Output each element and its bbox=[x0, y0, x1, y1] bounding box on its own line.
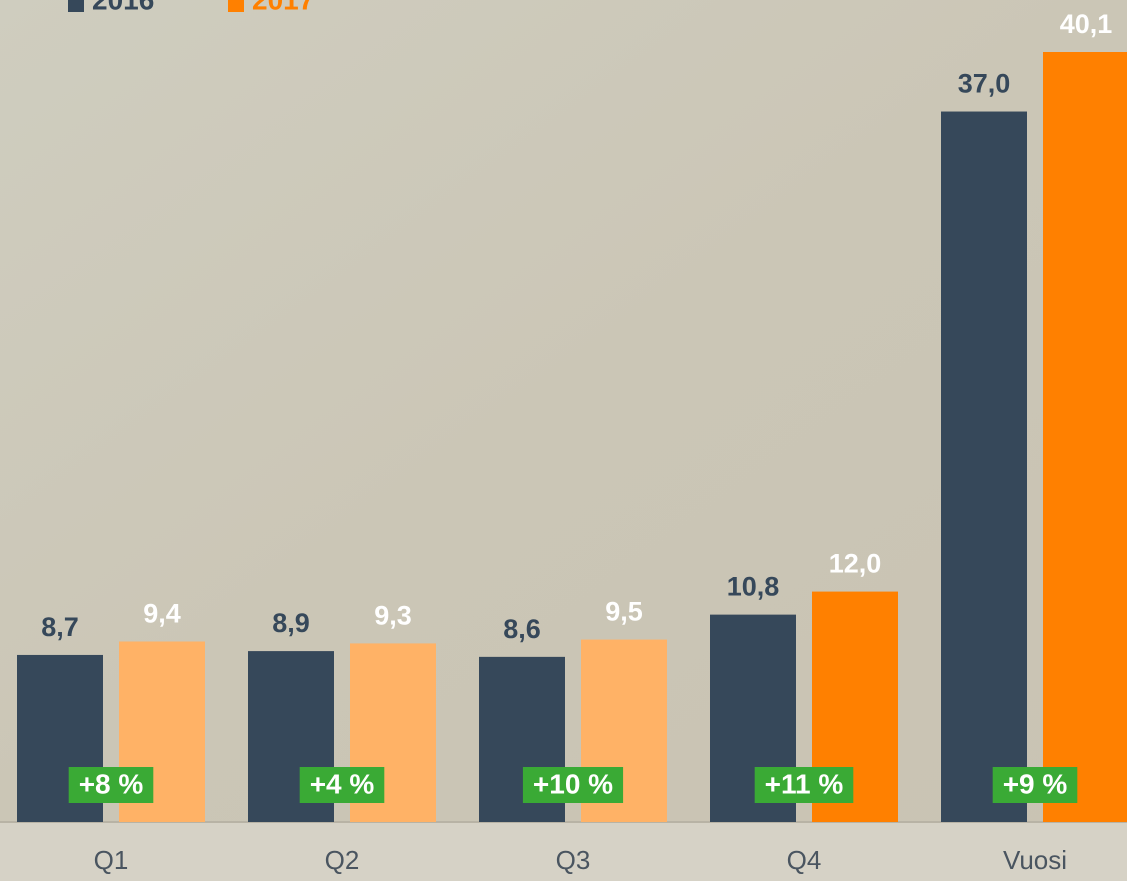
growth-badge bbox=[992, 767, 1078, 803]
x-tick-label: Q2 bbox=[325, 845, 360, 875]
growth-badge bbox=[522, 767, 624, 803]
x-tick-label: Q1 bbox=[94, 845, 129, 875]
bar bbox=[941, 111, 1027, 822]
x-tick-label: Q4 bbox=[787, 845, 822, 875]
value-label: 9,5 bbox=[605, 597, 643, 627]
x-tick-label: Q3 bbox=[556, 845, 591, 875]
growth-badge bbox=[299, 767, 385, 803]
axis-band bbox=[0, 822, 1127, 881]
value-label: 9,4 bbox=[143, 599, 181, 629]
legend-swatch bbox=[68, 0, 84, 12]
legend-swatch bbox=[228, 0, 244, 12]
growth-label: +8 % bbox=[79, 768, 144, 799]
value-label: 9,3 bbox=[374, 601, 412, 631]
value-label: 8,9 bbox=[272, 608, 310, 638]
bar bbox=[1043, 52, 1127, 822]
growth-badge bbox=[754, 767, 854, 803]
growth-label: +4 % bbox=[310, 768, 375, 799]
value-label: 10,8 bbox=[727, 572, 780, 602]
growth-label: +11 % bbox=[765, 768, 844, 799]
growth-label: +9 % bbox=[1003, 768, 1068, 799]
growth-badge bbox=[68, 767, 154, 803]
value-label: 12,0 bbox=[829, 549, 882, 579]
value-label: 40,1 bbox=[1060, 9, 1113, 39]
value-label: 37,0 bbox=[958, 69, 1011, 99]
growth-label: +10 % bbox=[533, 768, 613, 799]
value-label: 8,7 bbox=[41, 612, 79, 642]
legend-label: 2016 bbox=[92, 0, 154, 15]
legend-label: 2017 bbox=[252, 0, 314, 15]
value-label: 8,6 bbox=[503, 614, 541, 644]
x-tick-label: Vuosi bbox=[1003, 845, 1067, 875]
